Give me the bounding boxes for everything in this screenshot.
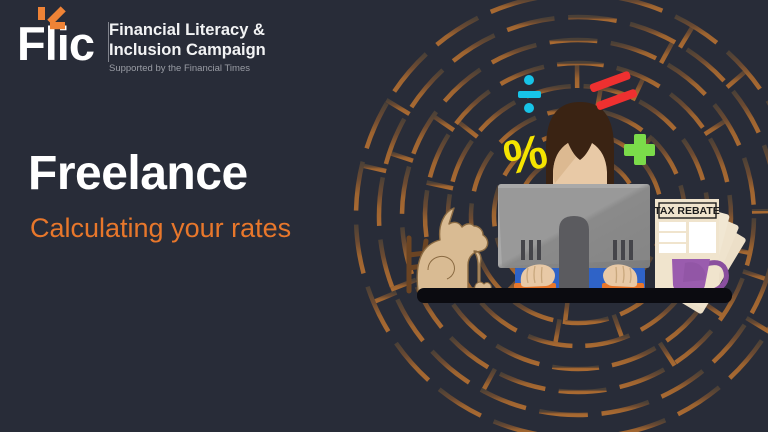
svg-text:TAX REBATE: TAX REBATE	[654, 205, 720, 217]
svg-text:%: %	[499, 125, 552, 186]
